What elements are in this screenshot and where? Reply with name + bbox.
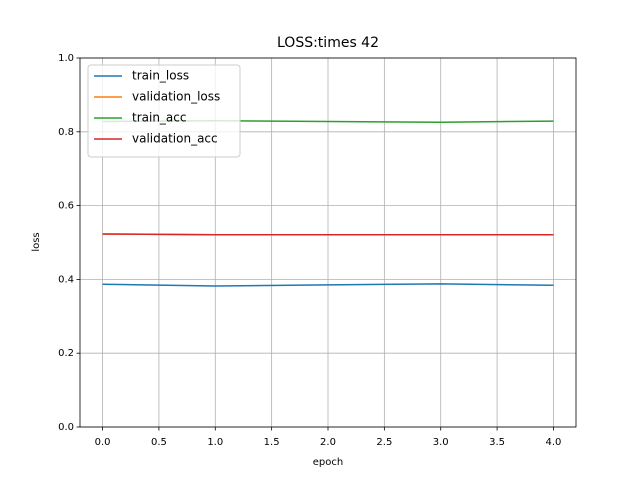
line-series bbox=[102, 283, 554, 287]
x-tick-label: 2.0 bbox=[320, 437, 336, 448]
legend-label: validation_acc bbox=[132, 132, 218, 146]
x-tick-label: 1.5 bbox=[264, 437, 280, 448]
legend-label: train_acc bbox=[132, 111, 186, 125]
x-tick-label: 1.0 bbox=[207, 437, 223, 448]
x-tick-label: 3.5 bbox=[489, 437, 505, 448]
x-axis-label: epoch bbox=[313, 457, 343, 468]
y-tick-label: 1.0 bbox=[58, 53, 74, 64]
x-tick-label: 4.0 bbox=[546, 437, 562, 448]
y-tick-label: 0.2 bbox=[58, 348, 74, 359]
y-tick-label: 0.8 bbox=[58, 127, 74, 138]
x-tick-label: 3.0 bbox=[433, 437, 449, 448]
legend-label: validation_loss bbox=[132, 90, 220, 104]
y-tick-label: 0.0 bbox=[58, 422, 74, 433]
y-tick-label: 0.4 bbox=[58, 274, 74, 285]
line-series bbox=[102, 233, 554, 236]
chart-title: LOSS:times 42 bbox=[277, 35, 379, 51]
x-tick-label: 2.5 bbox=[376, 437, 392, 448]
x-tick-label: 0.0 bbox=[95, 437, 111, 448]
legend-label: train_loss bbox=[132, 69, 189, 83]
x-tick-label: 0.5 bbox=[151, 437, 167, 448]
legend-box bbox=[87, 64, 241, 158]
plot-frame bbox=[79, 57, 577, 428]
y-tick-label: 0.6 bbox=[58, 201, 74, 212]
y-axis-label: loss bbox=[31, 232, 42, 251]
